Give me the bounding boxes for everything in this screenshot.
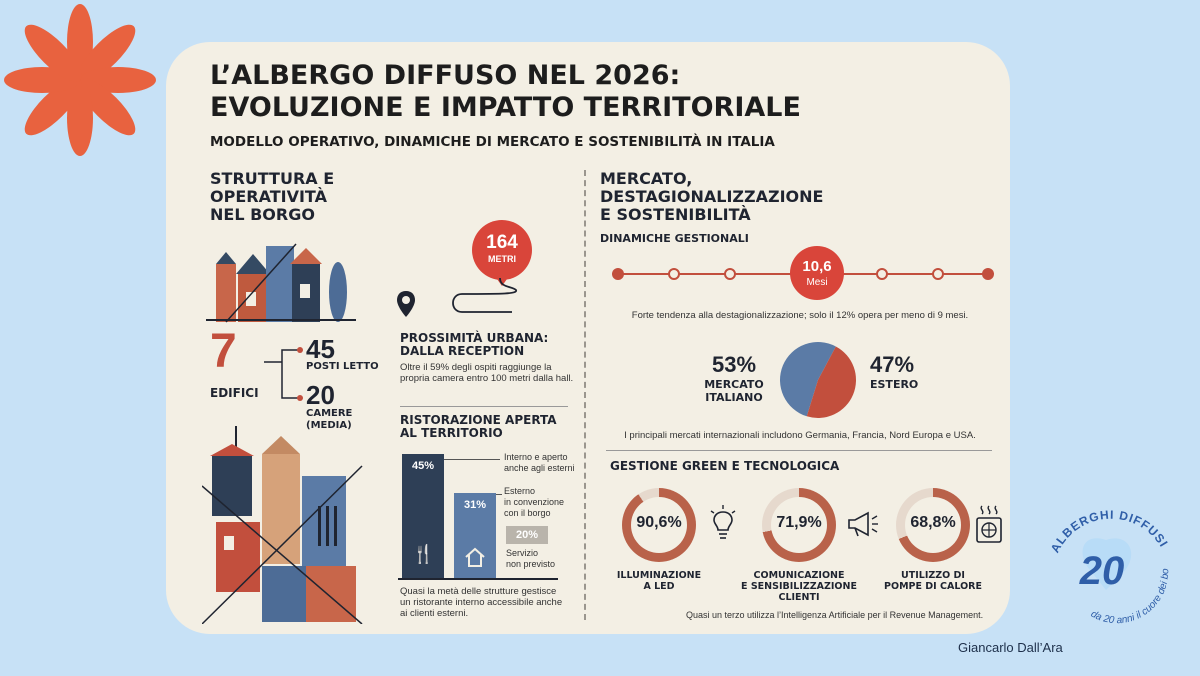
timeline-dot	[724, 268, 736, 280]
left-heading: STRUTTURA E OPERATIVITÀ NEL BORGO	[210, 169, 335, 224]
ring-comunicazione-label: COMUNICAZIONE E SENSIBILIZZAZIONE CLIENTI	[741, 570, 857, 603]
ring-comunicazione: 71,9%	[762, 488, 836, 562]
abroad-label: ESTERO	[870, 378, 919, 391]
green-heading: GESTIONE GREEN E TECNOLOGICA	[610, 459, 840, 473]
logo-number: 20	[1079, 549, 1125, 593]
author-credit: Giancarlo Dall’Ara	[958, 640, 1063, 655]
bar-interno-leader	[444, 459, 500, 460]
bar-esterno-value: 31%	[463, 499, 487, 511]
ristorazione-title: RISTORAZIONE APERTA AL TERRITORIO	[400, 413, 557, 440]
title-line-1: L’ALBERGO DIFFUSO NEL 2026:	[210, 60, 681, 91]
distance-unit: METRI	[488, 254, 516, 264]
infographic-card: L’ALBERGO DIFFUSO NEL 2026: EVOLUZIONE E…	[166, 42, 1010, 634]
edifici-number: 7	[210, 325, 237, 378]
abroad-percent: 47%	[870, 352, 915, 377]
bar-interno	[402, 454, 444, 578]
ring-led: 90,6%	[622, 488, 696, 562]
megaphone-icon	[848, 511, 878, 537]
italy-percent: 53%	[712, 352, 757, 377]
badge-tip	[492, 272, 512, 286]
posti-letto-label: POSTI LETTO	[306, 361, 379, 372]
subtitle: MODELLO OPERATIVO, DINAMICHE DI MERCATO …	[210, 134, 775, 150]
edifici-label: EDIFICI	[210, 386, 259, 400]
connector-lines	[264, 347, 303, 401]
flower-decoration	[4, 4, 156, 156]
ring-pompe-calore: 68,8%	[896, 488, 970, 562]
bar-interno-label: Interno e aperto anche agli esterni	[504, 452, 575, 473]
bar-interno-value: 45%	[411, 460, 435, 472]
heat-pump-icon	[976, 505, 1002, 543]
ai-note: Quasi un terzo utilizza l’Intelligenza A…	[686, 610, 984, 620]
prossimita-text: Oltre il 59% degli ospiti raggiunge la pr…	[400, 362, 574, 384]
title-line-2: EVOLUZIONE E IMPATTO TERRITORIALE	[210, 92, 801, 123]
village-geometric-illustration	[202, 426, 363, 624]
right-subheading: DINAMICHE GESTIONALI	[600, 232, 749, 245]
route-path	[452, 278, 517, 313]
right-divider	[606, 450, 992, 451]
alberghi-diffusi-logo: ALBERGHI DIFFUSI 20 da 20 anni il cuore …	[1036, 504, 1171, 624]
camere-number: 20	[306, 380, 335, 410]
timeline-dot	[668, 268, 680, 280]
distance-badge	[472, 220, 532, 280]
posti-letto-number: 45	[306, 334, 335, 364]
timeline-note: Forte tendenza alla destagionalizzazione…	[631, 310, 969, 321]
bar-esterno-leader	[496, 494, 502, 495]
timeline-value: 10,6	[802, 258, 832, 275]
timeline-end	[982, 268, 994, 280]
market-note: I principali mercati internazionali incl…	[624, 430, 976, 441]
ristorazione-note: Quasi la metà delle strutture gestisce un…	[400, 586, 563, 619]
pie-slice-italy	[780, 342, 836, 417]
left-divider	[400, 406, 568, 407]
house-icon	[465, 547, 485, 567]
italy-label: MERCATO ITALIANO	[704, 378, 764, 404]
distance-value: 164	[486, 232, 518, 253]
bar-esterno	[454, 493, 496, 578]
timeline-start	[612, 268, 624, 280]
ring-led-label: ILLUMINAZIONE A LED	[616, 570, 702, 592]
pie-slice-abroad	[806, 346, 856, 418]
lightbulb-icon	[710, 505, 736, 539]
column-divider	[584, 170, 586, 620]
ring-pompe-calore-label: UTILIZZO DI POMPE DI CALORE	[884, 570, 982, 592]
bar-esterno-label: Esterno in convenzione con il borgo	[504, 486, 565, 518]
timeline-value-badge	[790, 246, 844, 300]
bar-servizio-value: 20%	[515, 529, 539, 541]
village-houses-illustration	[206, 243, 356, 323]
timeline-dot	[932, 268, 944, 280]
market-pie-chart	[780, 342, 856, 418]
right-heading: MERCATO, DESTAGIONALIZZAZIONE E SOSTENIBIL…	[600, 169, 824, 224]
map-pin-icon	[397, 291, 415, 317]
fork-knife-icon: 🍴	[412, 544, 435, 564]
prossimita-title: PROSSIMITÀ URBANA: DALLA RECEPTION	[400, 331, 549, 358]
bar-servizio	[506, 526, 548, 544]
bars-baseline	[398, 578, 558, 580]
timeline-dot	[876, 268, 888, 280]
bar-servizio-label: Servizio non previsto	[506, 548, 556, 569]
camere-label: CAMERE (MEDIA)	[306, 408, 353, 431]
timeline-unit: Mesi	[806, 277, 828, 288]
